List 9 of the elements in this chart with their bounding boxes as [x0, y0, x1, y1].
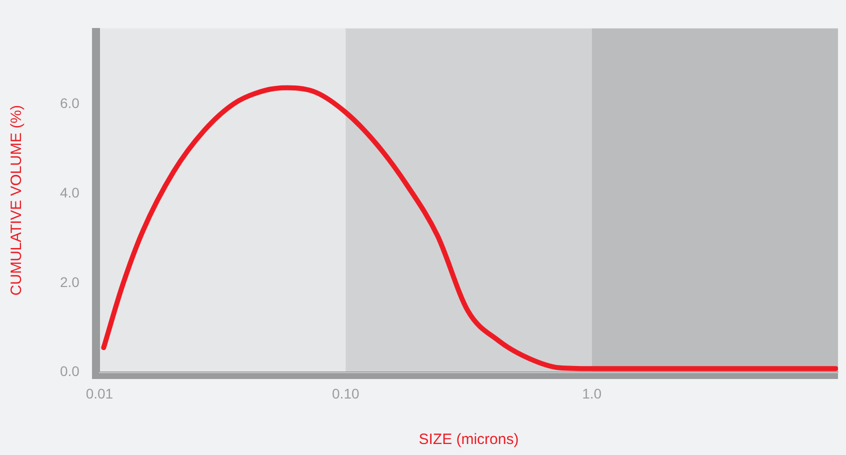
x-tick-label: 1.0 [582, 385, 602, 402]
y-tick-label: 2.0 [60, 274, 80, 290]
y-tick-label: 0.0 [60, 363, 80, 380]
y-axis-title: CUMULATIVE VOLUME (%) [8, 105, 26, 296]
y-tick-label: 6.0 [60, 95, 80, 112]
x-axis-title: SIZE (microns) [418, 431, 519, 448]
x-tick-label: 0.10 [332, 385, 360, 402]
y-tick-label: 4.0 [60, 184, 80, 200]
x-tick-label: 0.01 [86, 385, 114, 402]
